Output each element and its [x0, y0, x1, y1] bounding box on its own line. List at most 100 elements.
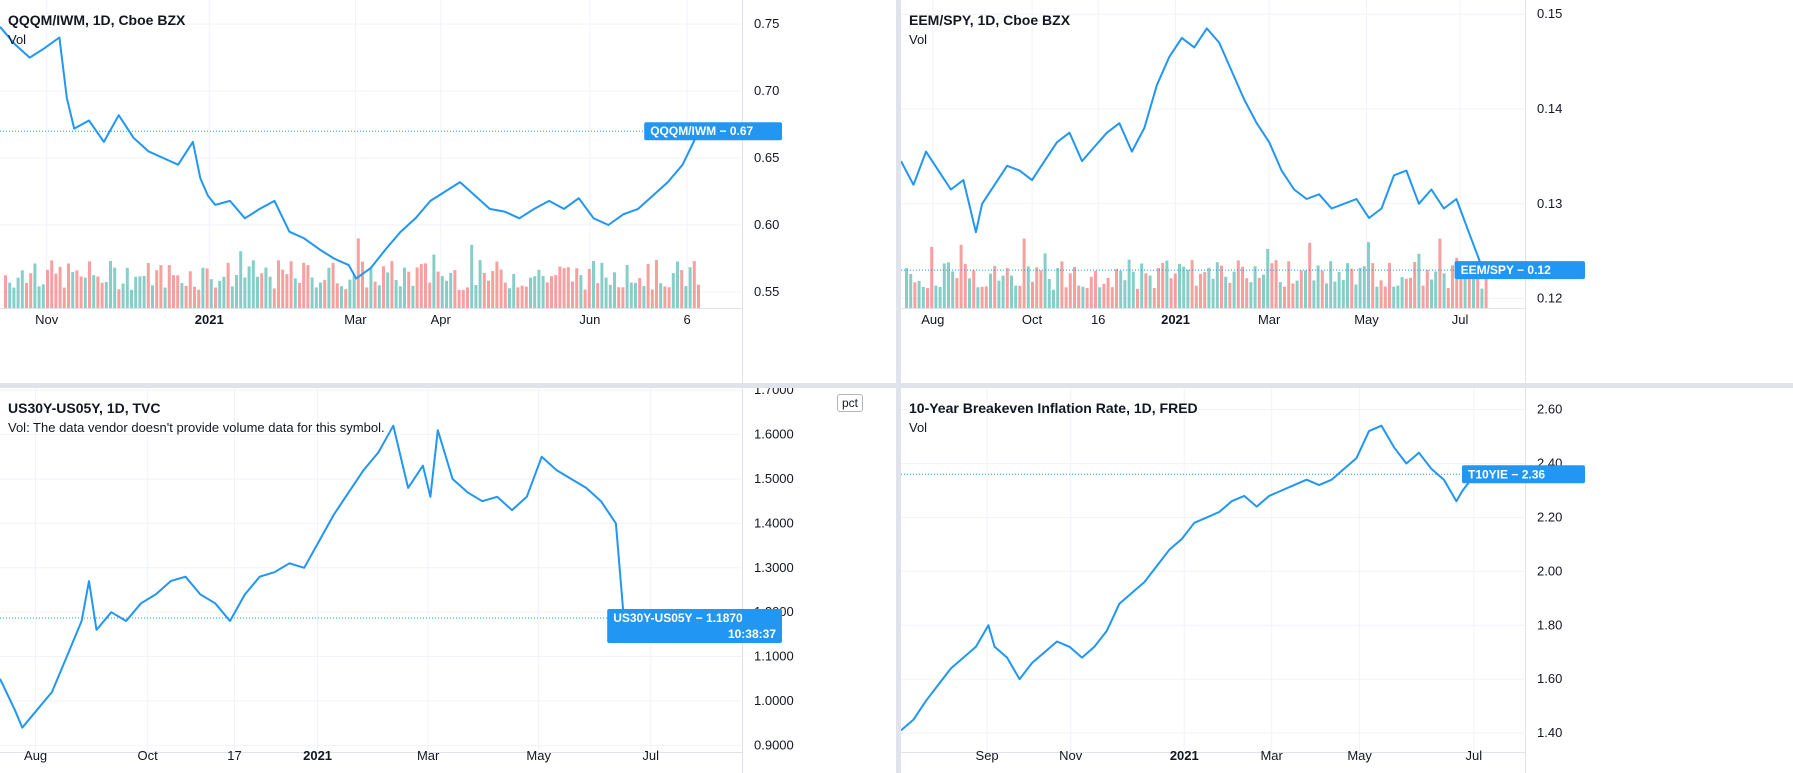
volume-bar	[1358, 267, 1362, 308]
volume-bar	[642, 285, 646, 308]
volume-bar	[12, 287, 16, 308]
horizontal-pane-divider[interactable]	[0, 383, 1793, 388]
volume-bar	[968, 278, 971, 308]
volume-bar	[1131, 271, 1135, 308]
chart-c-subtitle: Vol: The data vendor doesn't provide vol…	[8, 420, 385, 435]
price-badge-text: EEM/SPY − 0.12	[1461, 263, 1551, 277]
volume-bar	[1211, 278, 1215, 308]
volume-bar	[533, 276, 537, 308]
volume-bar	[470, 244, 474, 308]
volume-bar	[1442, 273, 1446, 308]
volume-bar	[1354, 284, 1358, 308]
volume-bar	[1001, 275, 1005, 308]
volume-bar	[361, 261, 364, 308]
chart-eem-spy[interactable]: 0.15 0.14 0.13 0.12 Aug Oct 16 2021 Mar May Jul EEM…	[901, 0, 1793, 383]
chart-b-subtitle: Vol	[909, 32, 928, 47]
volume-bar	[445, 280, 448, 308]
volume-bar	[1270, 263, 1274, 308]
volume-bar	[1056, 268, 1060, 308]
volume-bar	[646, 263, 650, 308]
volume-bar	[634, 282, 637, 308]
chart-us30y-us05y[interactable]: 1.70001.60001.50001.40001.30001.20001.10…	[0, 388, 896, 773]
volume-bar	[1178, 263, 1181, 308]
volume-bar	[984, 286, 988, 308]
volume-bar	[403, 267, 406, 308]
volume-bar	[134, 276, 138, 308]
volume-bar	[1409, 277, 1412, 308]
volume-bar	[905, 268, 908, 308]
chart-b-canvas[interactable]: 0.15 0.14 0.13 0.12 Aug Oct 16 2021 Mar May Jul EEM…	[901, 0, 1793, 383]
price-badge-text: T10YIE − 2.36	[1468, 467, 1545, 481]
volume-bar	[1144, 273, 1148, 308]
volume-bar	[260, 273, 264, 308]
volume-bar	[180, 283, 184, 308]
y-tick-label: 1.80	[1537, 617, 1562, 632]
volume-bar	[285, 274, 289, 308]
volume-bar	[323, 280, 327, 308]
volume-bar	[499, 269, 503, 308]
volume-bar	[621, 287, 625, 308]
volume-bar	[331, 262, 335, 308]
volume-bar	[310, 277, 314, 308]
volume-bar	[1287, 261, 1291, 308]
chart-qqqm-iwm[interactable]: 0.75 0.70 0.65 0.60 0.55 Nov 2021 Mar Apr Jun 6 QQQ…	[0, 0, 896, 383]
x-tick-label: Nov	[35, 312, 59, 327]
volume-bar	[1110, 287, 1114, 308]
volume-bar	[1047, 278, 1051, 308]
volume-bar	[529, 277, 532, 308]
chart-a-canvas[interactable]: 0.75 0.70 0.65 0.60 0.55 Nov 2021 Mar Apr Jun 6 QQQ…	[0, 0, 896, 383]
x-tick-label: Mar	[417, 748, 440, 763]
volume-bar	[1320, 270, 1324, 308]
volume-bar	[256, 276, 259, 308]
volume-bar	[29, 273, 33, 308]
x-tick-label: Apr	[431, 312, 452, 327]
volume-bar	[575, 268, 579, 308]
volume-bar	[167, 265, 171, 308]
series-line	[0, 424, 646, 729]
volume-bar	[1262, 274, 1265, 308]
y-tick-label: 1.3000	[754, 560, 794, 575]
volume-bar	[424, 263, 427, 308]
volume-bar	[524, 286, 528, 308]
series-line	[0, 26, 713, 280]
volume-bar	[1400, 277, 1404, 308]
volume-bar	[146, 263, 150, 308]
y-tick-label: 0.15	[1537, 6, 1562, 21]
y-tick-label: 1.1000	[754, 649, 794, 664]
volume-bar	[1304, 270, 1307, 308]
volume-bar	[482, 272, 486, 308]
volume-bar	[917, 280, 921, 308]
volume-bar	[218, 280, 222, 308]
volume-bar	[163, 287, 167, 308]
volume-bar	[41, 284, 45, 308]
volume-bar	[298, 283, 301, 308]
volume-bar	[1165, 260, 1169, 308]
volume-bar	[230, 286, 234, 308]
volume-bar	[541, 276, 545, 308]
volume-bar	[419, 264, 423, 308]
volume-bar	[1472, 263, 1475, 308]
chart-c-canvas[interactable]: 1.70001.60001.50001.40001.30001.20001.10…	[0, 388, 896, 773]
volume-bar	[938, 286, 942, 308]
volume-bar	[1232, 271, 1236, 308]
chart-d-subtitle: Vol	[909, 420, 928, 435]
volume-bar	[1026, 266, 1030, 308]
volume-bar	[684, 286, 688, 308]
volume-bar	[596, 283, 600, 308]
volume-bar	[340, 286, 343, 308]
volume-bar	[1203, 272, 1207, 308]
y-tick-label: 0.75	[754, 16, 779, 31]
volume-bar	[117, 289, 121, 308]
pct-scale-button[interactable]: pct	[837, 394, 864, 412]
volume-bar	[373, 281, 377, 308]
volume-bar	[104, 281, 108, 308]
volume-bar	[71, 271, 75, 308]
volume-bar	[1140, 263, 1144, 308]
x-tick-label: 2021	[303, 748, 332, 763]
volume-bar	[671, 273, 675, 308]
volume-bar	[1073, 266, 1076, 308]
volume-bar	[508, 288, 511, 308]
chart-t10yie[interactable]: 2.60 2.40 2.20 2.00 1.80 1.60 1.40 Sep Nov 2021 Ma…	[901, 388, 1793, 773]
volume-bar	[1383, 286, 1387, 308]
